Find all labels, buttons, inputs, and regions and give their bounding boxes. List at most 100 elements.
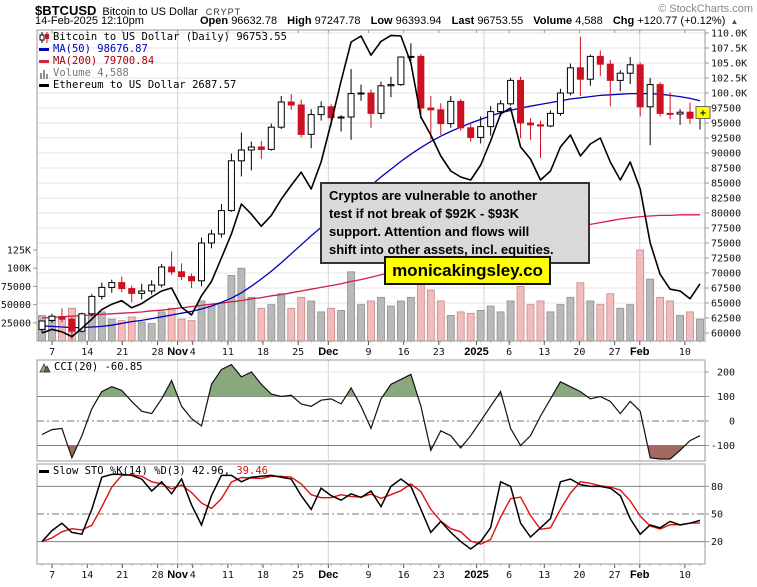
svg-text:6: 6: [506, 347, 512, 358]
volume-value: 4,588: [575, 15, 603, 27]
sto-line-icon: [39, 469, 49, 473]
watermark-site-link[interactable]: monicakingsley.co: [384, 256, 551, 285]
svg-text:9: 9: [365, 347, 371, 358]
svg-text:21: 21: [116, 347, 128, 358]
svg-text:102.5K: 102.5K: [711, 74, 747, 85]
legend-row-volume: Volume 4,588: [39, 67, 287, 79]
high-value: 97247.78: [314, 15, 361, 27]
legend-ma200-text: MA(200) 79700.84: [53, 55, 155, 67]
chg-value: +120.77 (+0.12%): [637, 15, 726, 27]
svg-text:87500: 87500: [711, 164, 741, 175]
svg-text:21: 21: [116, 570, 128, 581]
svg-text:70000: 70000: [711, 269, 741, 280]
cci-legend: CCI(20) -60.85: [39, 361, 143, 373]
low-value: 96393.94: [395, 15, 442, 27]
svg-text:92500: 92500: [711, 134, 741, 145]
svg-text:-100: -100: [711, 441, 735, 452]
legend-row-price: Bitcoin to US Dollar (Daily) 96753.55: [39, 31, 287, 43]
svg-text:82500: 82500: [711, 194, 741, 205]
quote-datetime: 14-Feb-2025 12:10pm: [35, 15, 144, 27]
svg-text:18: 18: [257, 347, 269, 358]
svg-text:20: 20: [573, 347, 585, 358]
candles: [38, 36, 704, 340]
chg-label: Chg: [612, 15, 635, 27]
svg-text:Feb: Feb: [630, 569, 650, 581]
eth-overlay-line: [41, 34, 701, 338]
exchange-tag: CRYPT: [205, 7, 242, 17]
main-chart-legend: Bitcoin to US Dollar (Daily) 96753.55 MA…: [39, 31, 287, 91]
svg-text:85000: 85000: [711, 179, 741, 190]
svg-text:9: 9: [365, 570, 371, 581]
xaxis-band-2: 7 14 21 28 Nov 4 11 18 25 Dec 9 16 23 2025 6 13 20 27 Feb 1…: [41, 564, 701, 581]
chart-header: $BTCUSD Bitcoin to US Dollar CRYPT: [35, 2, 242, 18]
cci-indicator-icon: [39, 362, 51, 372]
svg-text:65000: 65000: [711, 299, 741, 310]
svg-text:7: 7: [49, 570, 55, 581]
volume-bars-icon: [40, 69, 48, 79]
chg-up-arrow-icon: ▲: [730, 17, 739, 26]
svg-text:20: 20: [711, 537, 723, 548]
svg-text:16: 16: [398, 570, 410, 581]
svg-text:27: 27: [609, 347, 621, 358]
ma200-line: [41, 214, 700, 319]
svg-text:95000: 95000: [711, 119, 741, 130]
svg-text:62500: 62500: [711, 314, 741, 325]
svg-text:25000: 25000: [1, 318, 31, 329]
svg-text:107.5K: 107.5K: [711, 44, 747, 55]
svg-text:105.0K: 105.0K: [711, 59, 747, 70]
svg-text:Nov: Nov: [167, 569, 189, 581]
svg-text:67500: 67500: [711, 284, 741, 295]
cci-panel: 200 100 0 -100: [36, 359, 735, 462]
svg-text:20: 20: [573, 570, 585, 581]
last-value: 96753.55: [477, 15, 524, 27]
symbol: $BTCUSD: [35, 3, 97, 18]
svg-text:13: 13: [538, 570, 550, 581]
annotation-box: Cryptos are vulnerable to another test i…: [320, 182, 590, 264]
svg-text:77500: 77500: [711, 224, 741, 235]
annotation-line: test if not break of $92K - $93K: [329, 206, 519, 221]
svg-text:25: 25: [292, 347, 304, 358]
svg-text:50: 50: [711, 510, 723, 521]
svg-text:2025: 2025: [464, 346, 488, 358]
svg-text:28: 28: [152, 570, 164, 581]
svg-text:10: 10: [679, 570, 691, 581]
svg-text:27: 27: [609, 570, 621, 581]
svg-text:25: 25: [292, 570, 304, 581]
svg-text:100: 100: [717, 392, 735, 403]
svg-text:13: 13: [538, 347, 550, 358]
volume-bars: [38, 249, 704, 342]
svg-text:14: 14: [81, 347, 93, 358]
annotation-line: support. Attention and flows will: [329, 224, 530, 239]
svg-text:0: 0: [729, 417, 735, 428]
legend-volume-text: Volume 4,588: [53, 67, 129, 79]
svg-text:14: 14: [81, 570, 93, 581]
svg-text:110.0K: 110.0K: [711, 29, 747, 40]
legend-price-text: Bitcoin to US Dollar (Daily) 96753.55: [53, 31, 287, 43]
svg-text:72500: 72500: [711, 254, 741, 265]
ma50-line-icon: [39, 47, 49, 51]
sto-panel: 80 50 20: [36, 463, 723, 565]
low-label: Low: [370, 15, 393, 27]
eth-line-icon: [39, 83, 49, 87]
legend-row-ma50: MA(50) 98676.87: [39, 43, 287, 55]
ma200-line-icon: [39, 59, 49, 63]
svg-text:11: 11: [222, 570, 234, 581]
svg-text:75000: 75000: [1, 282, 31, 293]
source-credit[interactable]: © StockCharts.com: [658, 3, 753, 15]
svg-text:97500: 97500: [711, 104, 741, 115]
svg-text:80000: 80000: [711, 209, 741, 220]
svg-text:125K: 125K: [7, 246, 31, 257]
annotation-line: shift into other assets, incl. equities.: [329, 242, 554, 257]
svg-text:60000: 60000: [711, 329, 741, 340]
legend-row-ma200: MA(200) 79700.84: [39, 55, 287, 67]
svg-text:Feb: Feb: [630, 346, 650, 358]
svg-text:10: 10: [679, 347, 691, 358]
open-label: Open: [200, 15, 229, 27]
sto-label: Slow STO %K(14) %D(3): [53, 465, 186, 477]
last-price-marker: +: [695, 105, 711, 119]
main-border: 110.0K 107.5K 105.0K 102.5K 100.0K 97500 95000…: [1, 29, 747, 342]
svg-text:+: +: [700, 108, 706, 119]
sto-legend: Slow STO %K(14) %D(3) 42.96, 39.46: [39, 465, 268, 477]
svg-text:28: 28: [152, 347, 164, 358]
last-label: Last: [451, 15, 475, 27]
